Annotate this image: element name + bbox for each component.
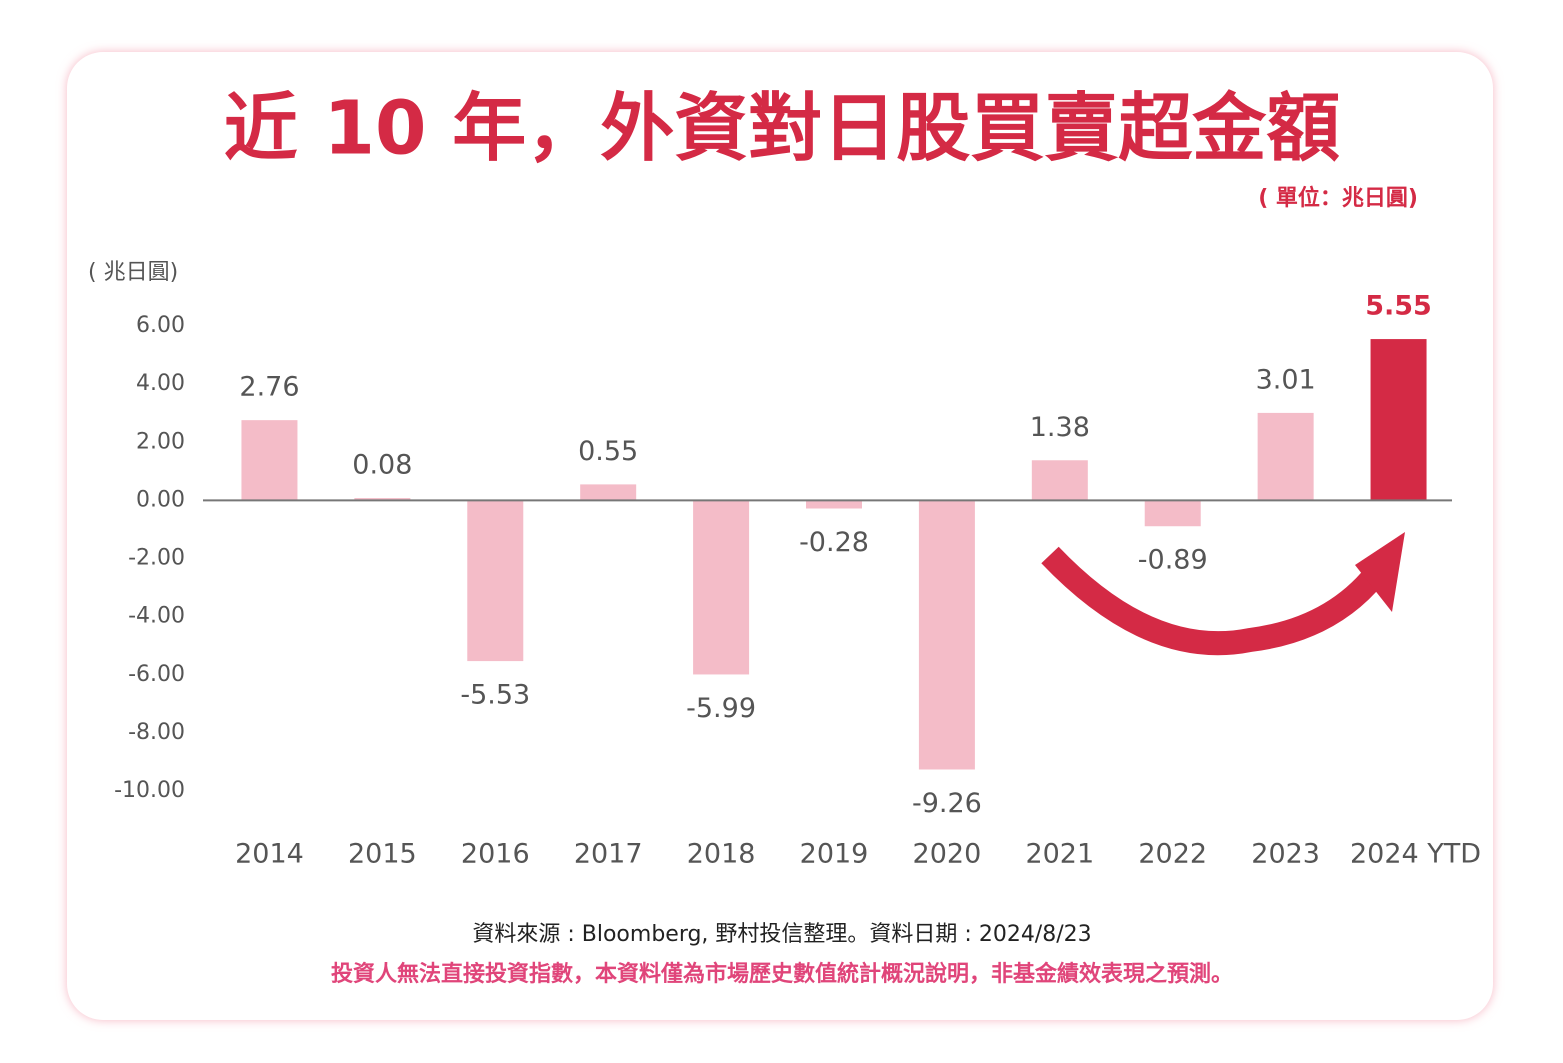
x-tick-label: 2015 [348,839,417,870]
value-label: 0.08 [352,450,412,481]
bar [1257,412,1314,501]
bar [467,500,524,662]
value-label: -5.99 [686,693,756,724]
source-note: 資料來源 : Bloomberg, 野村投信整理。資料日期 : 2024/8/2… [472,922,1091,947]
x-tick-label: 2016 [461,839,530,870]
x-tick-label: 2022 [1138,839,1207,870]
y-tick-label: 0.00 [136,487,185,512]
y-tick-label: -8.00 [128,720,185,745]
y-tick-label: -2.00 [128,546,185,571]
disclaimer: 投資人無法直接投資指數，本資料僅為市場歷史數值統計概況說明，非基金績效表現之預測… [331,961,1233,987]
value-label: -9.26 [912,788,982,819]
arrow-body [1041,546,1385,656]
bar [1144,500,1201,527]
y-tick-label: -6.00 [128,662,185,687]
bar [918,500,975,770]
y-tick-label: -4.00 [128,604,185,629]
value-label: 5.55 [1365,291,1432,322]
y-tick-label: 2.00 [136,429,185,454]
y-tick-label: 4.00 [136,371,185,396]
value-label: -0.28 [799,527,869,558]
x-tick-label: 2023 [1251,839,1320,870]
x-tick-label: 2020 [913,839,982,870]
unit-note: ( 單位：兆日圓) [1258,185,1418,211]
x-tick-label: 2021 [1025,839,1094,870]
value-label: -5.53 [460,680,530,711]
chart-title: 近 10 年，外資對日股買賣超金額 [224,86,1341,172]
x-tick-label: 2019 [800,839,869,870]
bar [1031,460,1088,501]
x-tick-label: 2024 YTD [1350,839,1481,870]
x-tick-label: 2018 [687,839,756,870]
value-label: 0.55 [578,436,638,467]
value-label: 1.38 [1030,412,1090,443]
y-tick-label: -10.00 [114,778,185,803]
x-tick-label: 2014 [235,839,304,870]
bar [354,498,411,501]
bar [241,420,298,501]
arrow-head [1355,532,1405,612]
value-label: 2.76 [239,372,299,403]
card [67,52,1493,1020]
y-tick-label: 6.00 [136,313,185,338]
bar [1370,339,1427,501]
y-axis-label: ( 兆日圓) [88,260,178,285]
value-label: 3.01 [1256,364,1316,395]
trend-arrow [1041,532,1405,656]
bar [693,500,750,675]
bar [806,500,862,509]
value-label: -0.89 [1138,545,1208,576]
bar [580,484,637,501]
x-tick-label: 2017 [574,839,643,870]
